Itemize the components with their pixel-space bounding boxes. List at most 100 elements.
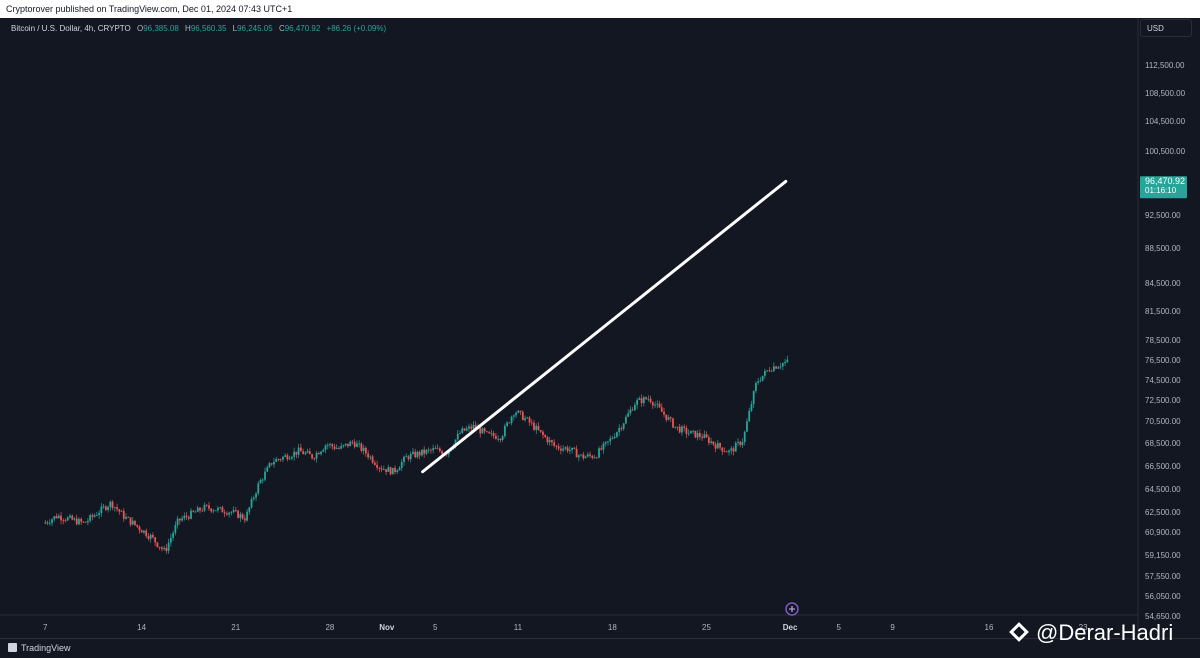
candle-body [91, 515, 94, 517]
candle-body [663, 411, 665, 415]
watermark: @Derar-Hadri [1004, 620, 1173, 650]
candle-body [613, 436, 616, 439]
candle-body [764, 370, 766, 376]
candle-body [322, 449, 325, 452]
candle-body [60, 515, 62, 521]
candle-body [698, 433, 701, 437]
candle-body [656, 403, 659, 405]
candle-body [360, 443, 363, 451]
candle-body [497, 438, 500, 440]
candle-body [160, 547, 163, 550]
candle-body [169, 537, 172, 543]
candle-body [779, 366, 782, 368]
candle-body [486, 431, 488, 433]
candle-body [154, 537, 157, 543]
time-axis[interactable]: 7 14 21 28 Nov 5 11 18 25 Dec 5 9 16 23 [43, 623, 1088, 632]
price-chart[interactable]: 112,500.00 108,500.00 104,500.00 100,500.00… [0, 18, 1200, 638]
candle-body [295, 451, 298, 455]
low-value: 96,245.05 [237, 24, 273, 33]
candle-body [288, 458, 291, 460]
candle-body [665, 414, 668, 420]
candle-body [528, 417, 531, 423]
candle-body [297, 447, 300, 455]
candle-body [781, 363, 784, 367]
candle-body [755, 382, 757, 392]
candle-body [127, 516, 130, 518]
candle-body [208, 505, 210, 509]
price-tick-label: 78,500.00 [1145, 336, 1181, 345]
plus-circle-icon[interactable] [785, 602, 799, 616]
chart-area[interactable]: 112,500.00 108,500.00 104,500.00 100,500.00… [0, 18, 1200, 638]
candle-body [407, 456, 410, 460]
currency-selector[interactable]: USD [1140, 19, 1192, 37]
price-tag-value: 96,470.92 [1145, 176, 1185, 186]
time-tick-label: 21 [231, 623, 240, 632]
candle-body [373, 462, 376, 465]
candle-body [573, 447, 576, 449]
candle-body [104, 506, 107, 510]
candle-body [257, 483, 260, 494]
candle-body [351, 441, 354, 443]
candle-body [761, 375, 764, 381]
candle-body [320, 451, 322, 455]
candle-body [488, 431, 491, 434]
candle-body [66, 517, 69, 521]
candle-body [741, 442, 744, 445]
candle-body [658, 403, 661, 408]
candle-body [181, 518, 183, 521]
price-tick-label: 81,500.00 [1145, 307, 1181, 316]
price-tick-label: 108,500.00 [1145, 89, 1186, 98]
candle-body [604, 441, 607, 444]
candle-body [252, 497, 255, 499]
tradingview-logo[interactable]: TradingView [8, 643, 71, 653]
candle-body [234, 510, 237, 511]
candle-body [185, 515, 188, 517]
high-label: H [185, 24, 191, 33]
candle-body [356, 443, 358, 447]
candle-body [382, 469, 385, 471]
candle-body [598, 448, 600, 458]
candle-body [275, 459, 278, 462]
candle-body [470, 426, 473, 429]
candle-body [447, 450, 450, 455]
candle-body [479, 427, 482, 434]
candle-body [577, 455, 580, 458]
candle-body [416, 451, 419, 458]
candle-body [293, 451, 296, 457]
candle-body [432, 448, 435, 451]
time-tick-label: 18 [608, 623, 617, 632]
candle-body [273, 461, 275, 465]
candle-body [616, 432, 618, 437]
change-value: +86.26 (+0.09%) [326, 24, 387, 33]
high-value: 96,560.35 [190, 24, 227, 33]
candle-body [98, 513, 101, 516]
candle-body [403, 456, 405, 463]
candle-body [44, 522, 47, 524]
candle-body [353, 442, 356, 447]
candle-body [512, 415, 515, 417]
time-tick-label: 28 [325, 623, 334, 632]
candle-body [580, 454, 582, 456]
candle-body [589, 454, 591, 456]
candle-body [380, 468, 383, 470]
candle-body [277, 459, 280, 460]
candle-body [524, 418, 526, 421]
candle-body [282, 456, 284, 460]
time-tick-label: Nov [379, 623, 395, 632]
price-tick-label: 64,500.00 [1145, 485, 1181, 494]
candle-body [111, 501, 114, 508]
time-tick-label: 25 [702, 623, 711, 632]
candle-body [71, 515, 74, 520]
candle-body [421, 449, 423, 456]
candle-body [84, 521, 87, 523]
candle-body [602, 443, 605, 450]
price-axis[interactable]: 112,500.00 108,500.00 104,500.00 100,500.00… [1145, 61, 1186, 621]
candle-body [221, 507, 224, 513]
price-tick-label: 56,050.00 [1145, 592, 1181, 601]
candle-body [725, 451, 728, 453]
low-label: L [232, 24, 238, 33]
trendline[interactable] [421, 179, 788, 474]
candles-layer [44, 355, 789, 554]
candle-body [474, 424, 477, 429]
candle-body [660, 407, 663, 412]
